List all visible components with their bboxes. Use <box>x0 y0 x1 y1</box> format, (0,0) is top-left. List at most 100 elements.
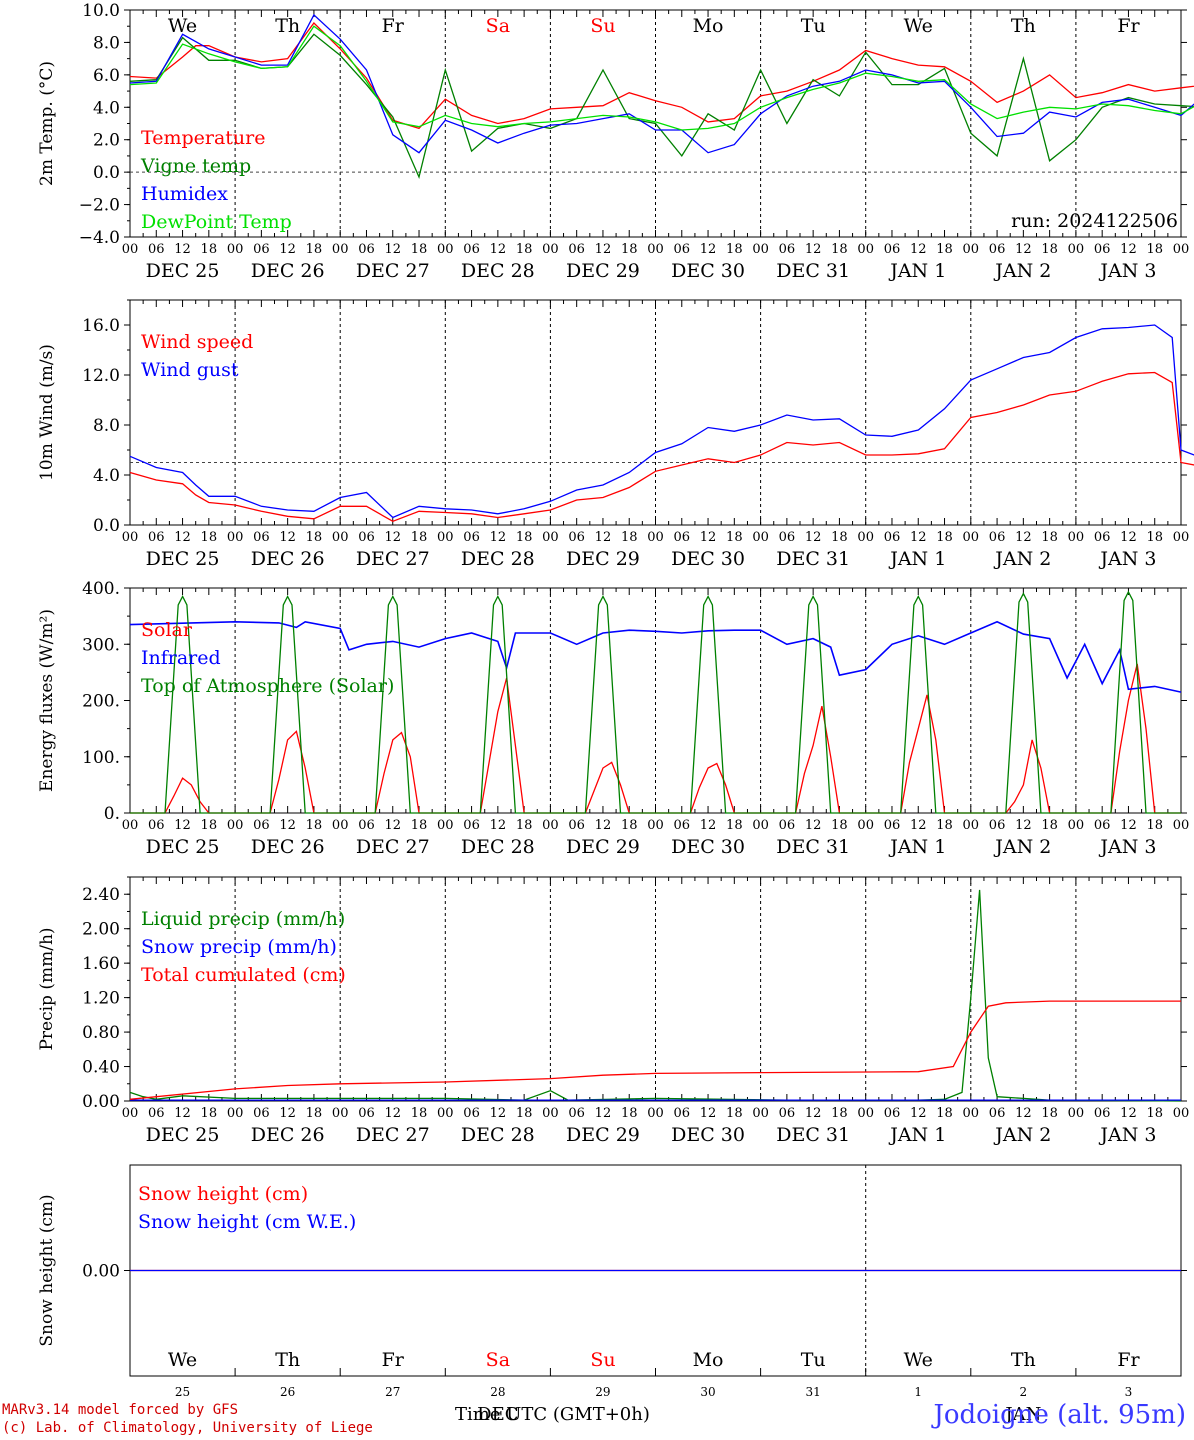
date-label: DEC 31 <box>776 548 850 570</box>
hour-tick-label: 00 <box>1173 530 1190 545</box>
hour-tick-label: 12 <box>490 1106 507 1121</box>
hour-tick-label: 06 <box>779 818 796 833</box>
date-label: JAN 3 <box>1098 836 1156 858</box>
hour-tick-label: 00 <box>542 818 559 833</box>
hour-tick-label: 06 <box>779 530 796 545</box>
hour-tick-label: 12 <box>174 242 191 257</box>
hour-tick-label: 00 <box>227 530 244 545</box>
series-line-infrared <box>129 620 1182 693</box>
hour-tick-label: 06 <box>884 242 901 257</box>
hour-tick-label: 00 <box>752 1106 769 1121</box>
day-name: Th <box>1011 15 1036 37</box>
hour-tick-label: 06 <box>148 242 165 257</box>
hour-tick-label: 00 <box>1068 242 1085 257</box>
date-label: JAN 1 <box>888 1124 946 1146</box>
hour-tick-label: 12 <box>1120 1106 1137 1121</box>
legend-entry: Snow height (cm W.E.) <box>138 1211 356 1233</box>
month-label: JAN <box>1003 1404 1041 1425</box>
hour-tick-label: 00 <box>963 530 980 545</box>
hour-tick-label: 06 <box>1094 818 1111 833</box>
day-name: Sa <box>486 1349 510 1371</box>
series-line-wind-speed <box>129 371 1194 523</box>
y-tick-label: 0.00 <box>82 1262 120 1282</box>
date-label: DEC 25 <box>146 1124 220 1146</box>
date-label: DEC 31 <box>776 836 850 858</box>
hour-tick-label: 06 <box>989 818 1006 833</box>
day-name: Th <box>275 15 300 37</box>
series-line-total-cumulated-cm- <box>129 1000 1181 1100</box>
day-name: Mo <box>693 1349 724 1371</box>
hour-tick-label: 12 <box>1015 530 1032 545</box>
y-tick-label: −2.0 <box>79 196 120 216</box>
hour-tick-label: 12 <box>595 242 612 257</box>
y-tick-label: 0. <box>104 804 120 824</box>
date-label: JAN 2 <box>993 836 1051 858</box>
hour-tick-label: 00 <box>1173 1106 1190 1121</box>
hour-tick-label: 06 <box>989 530 1006 545</box>
hour-tick-label: 06 <box>1094 242 1111 257</box>
chart-panel-4: 00 06 12 18 00 06 12 18 00 06 12 18 00 06 12 18 00 06 12 18… <box>37 876 1190 1146</box>
date-label: DEC 29 <box>566 260 640 282</box>
x-axis-title: Time UTC (GMT+0h) <box>455 1404 650 1425</box>
series-line-temperature <box>129 22 1194 130</box>
hour-tick-label: 12 <box>1120 818 1137 833</box>
legend-entry: Snow precip (mm/h) <box>141 936 337 958</box>
day-number: 31 <box>806 1385 821 1399</box>
hour-tick-label: 06 <box>674 818 691 833</box>
y-tick-label: −4.0 <box>79 228 120 248</box>
hour-tick-label: 18 <box>1146 242 1163 257</box>
hour-tick-label: 00 <box>227 242 244 257</box>
hour-tick-label: 00 <box>437 530 454 545</box>
date-label: JAN 2 <box>993 260 1051 282</box>
date-label: JAN 2 <box>993 1124 1051 1146</box>
hour-tick-label: 18 <box>306 1106 323 1121</box>
legend-entry: Temperature <box>141 127 265 149</box>
y-axis-label: Precip (mm/h) <box>37 927 57 1050</box>
hour-tick-label: 12 <box>910 530 927 545</box>
hour-tick-label: 18 <box>516 1106 533 1121</box>
hour-tick-label: 06 <box>674 242 691 257</box>
date-label: JAN 1 <box>888 836 946 858</box>
hour-tick-label: 06 <box>463 818 480 833</box>
hour-tick-label: 12 <box>910 818 927 833</box>
hour-tick-label: 18 <box>621 242 638 257</box>
hour-tick-label: 12 <box>700 1106 717 1121</box>
hour-tick-label: 12 <box>174 818 191 833</box>
date-label: DEC 30 <box>671 836 745 858</box>
date-label: DEC 29 <box>566 548 640 570</box>
hour-tick-label: 12 <box>910 1106 927 1121</box>
legend-entry: Top of Atmosphere (Solar) <box>141 675 394 697</box>
hour-tick-label: 06 <box>463 242 480 257</box>
day-name: We <box>168 15 197 37</box>
y-tick-label: 4.0 <box>93 466 120 486</box>
hour-tick-label: 06 <box>253 1106 270 1121</box>
hour-tick-label: 18 <box>411 818 428 833</box>
hour-tick-label: 18 <box>201 242 218 257</box>
hour-tick-label: 12 <box>700 530 717 545</box>
legend-entry: Vigne temp <box>140 155 251 177</box>
hour-tick-label: 18 <box>516 242 533 257</box>
hour-tick-label: 18 <box>201 530 218 545</box>
y-tick-label: 2.00 <box>82 920 120 940</box>
hour-tick-label: 00 <box>542 1106 559 1121</box>
hour-tick-label: 00 <box>332 1106 349 1121</box>
hour-tick-label: 12 <box>279 818 296 833</box>
date-label: DEC 30 <box>671 260 745 282</box>
date-label: DEC 25 <box>146 836 220 858</box>
hour-tick-label: 06 <box>568 1106 585 1121</box>
hour-tick-label: 00 <box>1068 818 1085 833</box>
y-tick-label: 8.0 <box>93 33 120 53</box>
hour-tick-label: 18 <box>831 818 848 833</box>
hour-tick-label: 06 <box>148 818 165 833</box>
legend-entry: DewPoint Temp <box>141 211 292 233</box>
hour-tick-label: 00 <box>963 242 980 257</box>
hour-tick-label: 00 <box>647 818 664 833</box>
station-name: Jodoigne (alt. 95m) <box>933 1400 1186 1430</box>
legend-entry: Total cumulated (cm) <box>141 964 346 986</box>
hour-tick-label: 00 <box>857 818 874 833</box>
hour-tick-label: 12 <box>700 818 717 833</box>
hour-tick-label: 00 <box>1068 1106 1085 1121</box>
hour-tick-label: 12 <box>805 1106 822 1121</box>
hour-tick-label: 18 <box>726 1106 743 1121</box>
hour-tick-label: 06 <box>568 242 585 257</box>
